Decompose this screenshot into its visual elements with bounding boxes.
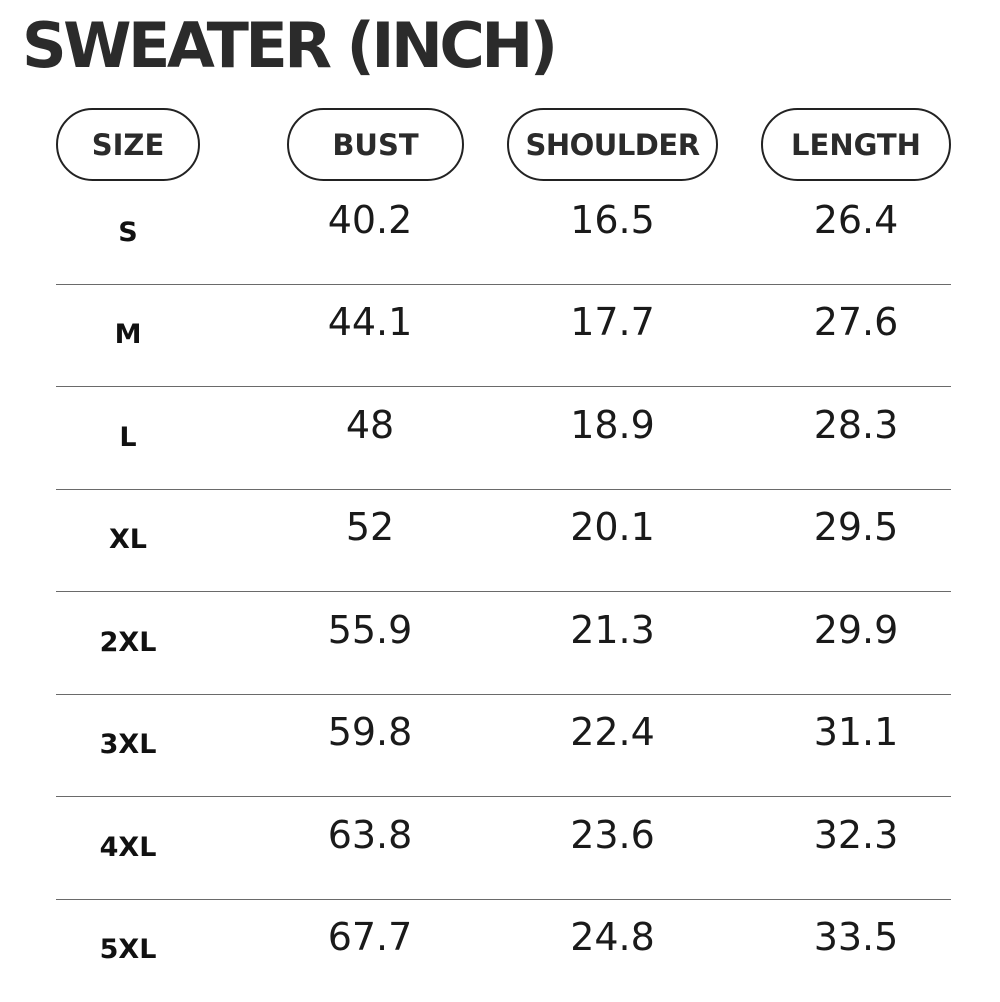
table-row: 2XL 55.9 21.3 29.9 <box>0 592 1000 695</box>
length-cell: 31.1 <box>761 695 951 770</box>
shoulder-cell: 24.8 <box>507 900 718 975</box>
bust-cell: 59.8 <box>287 695 453 770</box>
table-row: 5XL 67.7 24.8 33.5 <box>0 900 1000 1002</box>
length-cell: 29.5 <box>761 490 951 565</box>
size-cell: S <box>56 192 200 272</box>
bust-cell: 44.1 <box>287 285 453 360</box>
size-cell: M <box>56 295 200 375</box>
shoulder-cell: 22.4 <box>507 695 718 770</box>
page-title: SWEATER (INCH) <box>22 0 555 92</box>
length-cell: 33.5 <box>761 900 951 975</box>
size-cell: 4XL <box>56 807 200 887</box>
table-row: M 44.1 17.7 27.6 <box>0 285 1000 388</box>
size-cell: 2XL <box>56 602 200 682</box>
shoulder-cell: 23.6 <box>507 797 718 872</box>
shoulder-cell: 17.7 <box>507 285 718 360</box>
size-table: S 40.2 16.5 26.4 M 44.1 17.7 27.6 L 48 1… <box>0 182 1000 1002</box>
table-row: S 40.2 16.5 26.4 <box>0 182 1000 285</box>
bust-cell: 40.2 <box>287 182 453 257</box>
shoulder-cell: 16.5 <box>507 182 718 257</box>
table-row: L 48 18.9 28.3 <box>0 387 1000 490</box>
length-cell: 32.3 <box>761 797 951 872</box>
length-cell: 27.6 <box>761 285 951 360</box>
shoulder-cell: 20.1 <box>507 490 718 565</box>
bust-cell: 67.7 <box>287 900 453 975</box>
header-shoulder: SHOULDER <box>507 108 718 181</box>
bust-cell: 48 <box>287 387 453 462</box>
shoulder-cell: 21.3 <box>507 592 718 667</box>
table-row: XL 52 20.1 29.5 <box>0 490 1000 593</box>
shoulder-cell: 18.9 <box>507 387 718 462</box>
table-row: 3XL 59.8 22.4 31.1 <box>0 695 1000 798</box>
length-cell: 26.4 <box>761 182 951 257</box>
header-length: LENGTH <box>761 108 951 181</box>
size-cell: XL <box>56 500 200 580</box>
size-cell: L <box>56 397 200 477</box>
bust-cell: 52 <box>287 490 453 565</box>
bust-cell: 63.8 <box>287 797 453 872</box>
length-cell: 28.3 <box>761 387 951 462</box>
size-cell: 3XL <box>56 705 200 785</box>
header-bust: BUST <box>287 108 464 181</box>
size-cell: 5XL <box>56 910 200 990</box>
bust-cell: 55.9 <box>287 592 453 667</box>
length-cell: 29.9 <box>761 592 951 667</box>
table-row: 4XL 63.8 23.6 32.3 <box>0 797 1000 900</box>
header-size: SIZE <box>56 108 200 181</box>
